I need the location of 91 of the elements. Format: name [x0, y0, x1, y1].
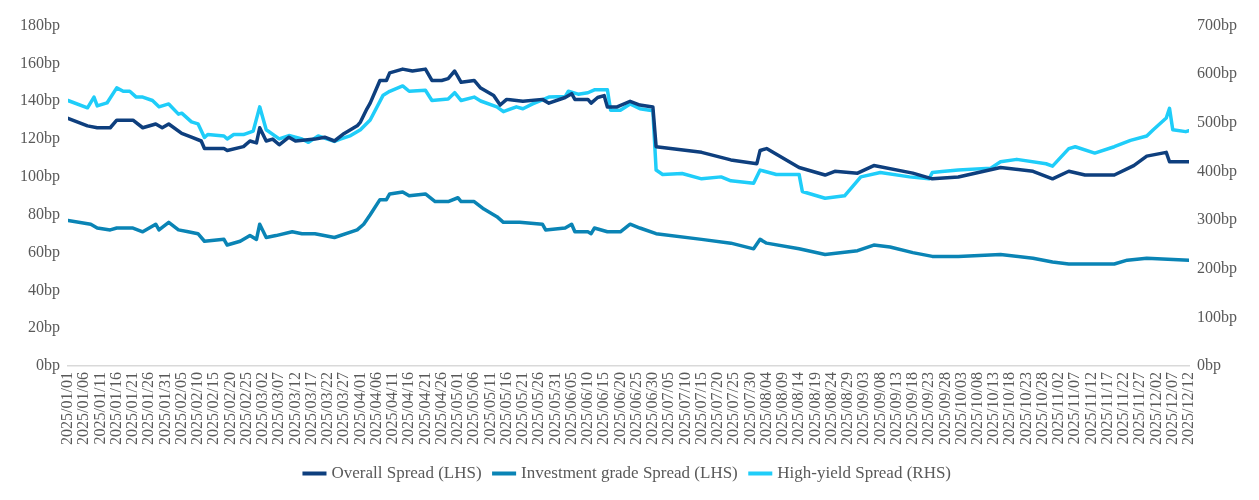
x-tick-label: 2025/07/10 — [675, 372, 693, 445]
x-tick-label: 2025/01/06 — [74, 372, 92, 445]
x-tick-label: 2025/03/27 — [334, 372, 352, 445]
x-tick-label: 2025/01/16 — [106, 372, 124, 445]
x-tick-label: 2025/04/16 — [399, 372, 417, 445]
x-tick-label: 2025/02/25 — [236, 372, 254, 445]
x-tick-label: 2025/03/22 — [318, 372, 336, 445]
x-tick-label: 2025/09/13 — [886, 372, 904, 445]
x-tick-label: 2025/11/17 — [1097, 372, 1115, 445]
y-tick-label: 100bp — [20, 167, 60, 186]
y-tick-label: 180bp — [20, 15, 60, 34]
y2-tick-label: 500bp — [1197, 113, 1237, 132]
x-tick-label: 2025/06/30 — [643, 372, 661, 445]
y-tick-label: 20bp — [28, 318, 60, 337]
x-tick-label: 2025/02/20 — [220, 372, 238, 445]
y2-tick-label: 300bp — [1197, 210, 1237, 229]
x-tick-label: 2025/08/24 — [821, 372, 839, 445]
x-tick-label: 2025/11/22 — [1114, 372, 1132, 445]
x-tick-label: 2025/11/27 — [1130, 372, 1148, 445]
x-tick-label: 2025/04/26 — [431, 372, 449, 445]
x-tick-label: 2025/01/11 — [90, 372, 108, 445]
x-tick-label: 2025/01/21 — [123, 372, 141, 445]
x-tick-label: 2025/07/25 — [724, 372, 742, 445]
x-tick-label: 2025/06/05 — [561, 372, 579, 445]
x-tick-label: 2025/05/06 — [464, 372, 482, 445]
x-tick-label: 2025/07/15 — [691, 372, 709, 445]
x-tick-label: 2025/02/10 — [188, 372, 206, 445]
x-tick-label: 2025/08/14 — [789, 372, 807, 445]
x-tick-label: 2025/09/23 — [919, 372, 937, 445]
x-tick-label: 2025/10/13 — [984, 372, 1002, 445]
x-tick-label: 2025/03/02 — [253, 372, 271, 445]
x-tick-label: 2025/05/26 — [529, 372, 547, 445]
x-tick-label: 2025/08/29 — [838, 372, 856, 445]
legend-label: Overall Spread (LHS) — [331, 462, 482, 482]
x-tick-label: 2025/09/28 — [935, 372, 953, 445]
x-tick-label: 2025/11/07 — [1065, 372, 1083, 445]
x-tick-label: 2025/04/21 — [415, 372, 433, 445]
x-tick-label: 2025/04/01 — [350, 372, 368, 445]
x-tick-label: 2025/05/31 — [545, 372, 563, 445]
x-tick-label: 2025/10/28 — [1032, 372, 1050, 445]
x-tick-label: 2025/10/03 — [951, 372, 969, 445]
x-tick-label: 2025/08/04 — [756, 372, 774, 445]
y2-tick-label: 100bp — [1197, 307, 1237, 326]
x-tick-label: 2025/07/30 — [740, 372, 758, 445]
x-tick-label: 2025/06/20 — [610, 372, 628, 445]
x-tick-label: 2025/03/07 — [269, 372, 287, 445]
y-tick-label: 40bp — [28, 280, 60, 299]
x-tick-label: 2025/08/09 — [773, 372, 791, 445]
y-tick-label: 80bp — [28, 204, 60, 223]
x-tick-label: 2025/12/07 — [1162, 372, 1180, 445]
x-tick-label: 2025/12/12 — [1179, 372, 1197, 445]
x-tick-label: 2025/06/25 — [626, 372, 644, 445]
x-tick-label: 2025/08/19 — [805, 372, 823, 445]
x-tick-label: 2025/04/11 — [383, 372, 401, 445]
x-tick-label: 2025/01/01 — [58, 372, 76, 445]
x-tick-label: 2025/03/17 — [301, 372, 319, 445]
legend-label: Investment grade Spread (LHS) — [521, 462, 738, 482]
x-tick-label: 2025/10/18 — [1000, 372, 1018, 445]
x-tick-label: 2025/02/15 — [204, 372, 222, 445]
x-tick-label: 2025/10/23 — [1016, 372, 1034, 445]
x-tick-label: 2025/01/31 — [155, 372, 173, 445]
y-tick-label: 120bp — [20, 129, 60, 148]
x-tick-label: 2025/06/10 — [578, 372, 596, 445]
x-tick-label: 2025/07/20 — [708, 372, 726, 445]
x-tick-label: 2025/06/15 — [594, 372, 612, 445]
x-tick-label: 2025/02/05 — [171, 372, 189, 445]
y-tick-label: 140bp — [20, 91, 60, 110]
x-tick-label: 2025/07/05 — [659, 372, 677, 445]
y2-tick-label: 0bp — [1197, 356, 1221, 375]
y-tick-label: 0bp — [36, 356, 60, 375]
y2-tick-label: 700bp — [1197, 15, 1237, 34]
x-tick-label: 2025/10/08 — [968, 372, 985, 445]
x-tick-label: 2025/05/11 — [480, 372, 498, 445]
y-tick-label: 60bp — [28, 242, 60, 261]
x-tick-label: 2025/03/12 — [285, 372, 303, 445]
x-tick-label: 2025/09/03 — [854, 372, 872, 445]
x-tick-label: 2025/05/16 — [496, 372, 514, 445]
y2-tick-label: 400bp — [1197, 161, 1237, 180]
x-tick-label: 2025/01/26 — [139, 372, 157, 445]
x-tick-label: 2025/05/21 — [513, 372, 531, 445]
x-tick-label: 2025/05/01 — [448, 372, 466, 445]
x-tick-label: 2025/11/12 — [1081, 372, 1099, 445]
x-tick-label: 2025/09/08 — [870, 372, 888, 445]
x-tick-label: 2025/11/02 — [1049, 372, 1067, 445]
x-tick-label: 2025/09/18 — [903, 372, 921, 445]
x-tick-label: 2025/04/06 — [366, 372, 384, 445]
legend-label: High-yield Spread (RHS) — [777, 462, 952, 482]
y2-tick-label: 600bp — [1197, 64, 1237, 83]
y-tick-label: 160bp — [20, 53, 60, 72]
x-tick-label: 2025/12/02 — [1146, 372, 1164, 445]
y2-tick-label: 200bp — [1197, 259, 1237, 278]
